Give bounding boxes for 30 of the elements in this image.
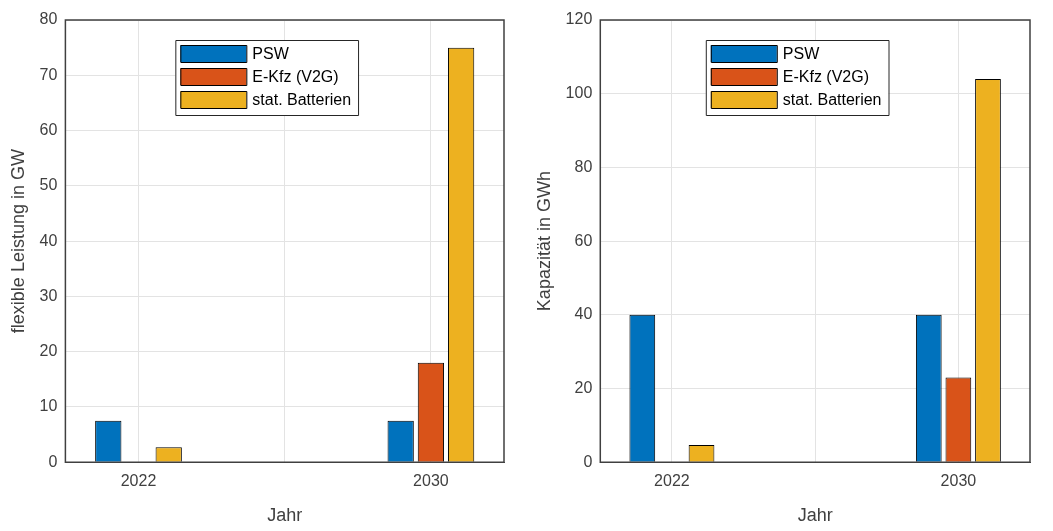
- legend-label: stat. Batterien: [252, 90, 352, 108]
- x-axis-title: Jahr: [797, 505, 833, 526]
- y-axis-title: flexible Leistung in GW: [7, 149, 28, 334]
- y-tick-label: 40: [39, 231, 58, 249]
- y-tick-label: 60: [39, 120, 58, 138]
- y-tick-label: 80: [574, 157, 593, 175]
- y-tick-label: 30: [39, 286, 58, 304]
- legend-label: PSW: [252, 44, 290, 62]
- y-tick-label: 20: [574, 378, 593, 396]
- y-tick-label: 10: [39, 397, 58, 415]
- x-axis-title: Jahr: [267, 505, 303, 526]
- y-tick-label: 70: [39, 65, 58, 83]
- x-tick-label: 2022: [654, 472, 690, 490]
- legend-label: E-Kfz (V2G): [252, 67, 339, 85]
- y-tick-label: 20: [39, 342, 58, 360]
- x-tick-label: 2022: [120, 472, 157, 490]
- y-tick-label: 80: [39, 10, 58, 28]
- legend-label: E-Kfz (V2G): [782, 67, 870, 85]
- y-tick-label: 100: [565, 84, 593, 102]
- x-tick-label: 2030: [413, 472, 449, 490]
- y-tick-label: 0: [583, 452, 593, 470]
- legend-label: stat. Batterien: [782, 90, 882, 108]
- y-tick-label: 60: [574, 231, 593, 249]
- y-tick-label: 40: [574, 305, 593, 323]
- y-tick-label: 120: [565, 10, 593, 28]
- y-tick-label: 50: [39, 176, 58, 194]
- x-tick-label: 2030: [940, 472, 977, 490]
- legend-label: PSW: [782, 44, 821, 62]
- y-axis-title: Kapazität in GWh: [533, 171, 554, 312]
- y-tick-label: 0: [48, 452, 58, 470]
